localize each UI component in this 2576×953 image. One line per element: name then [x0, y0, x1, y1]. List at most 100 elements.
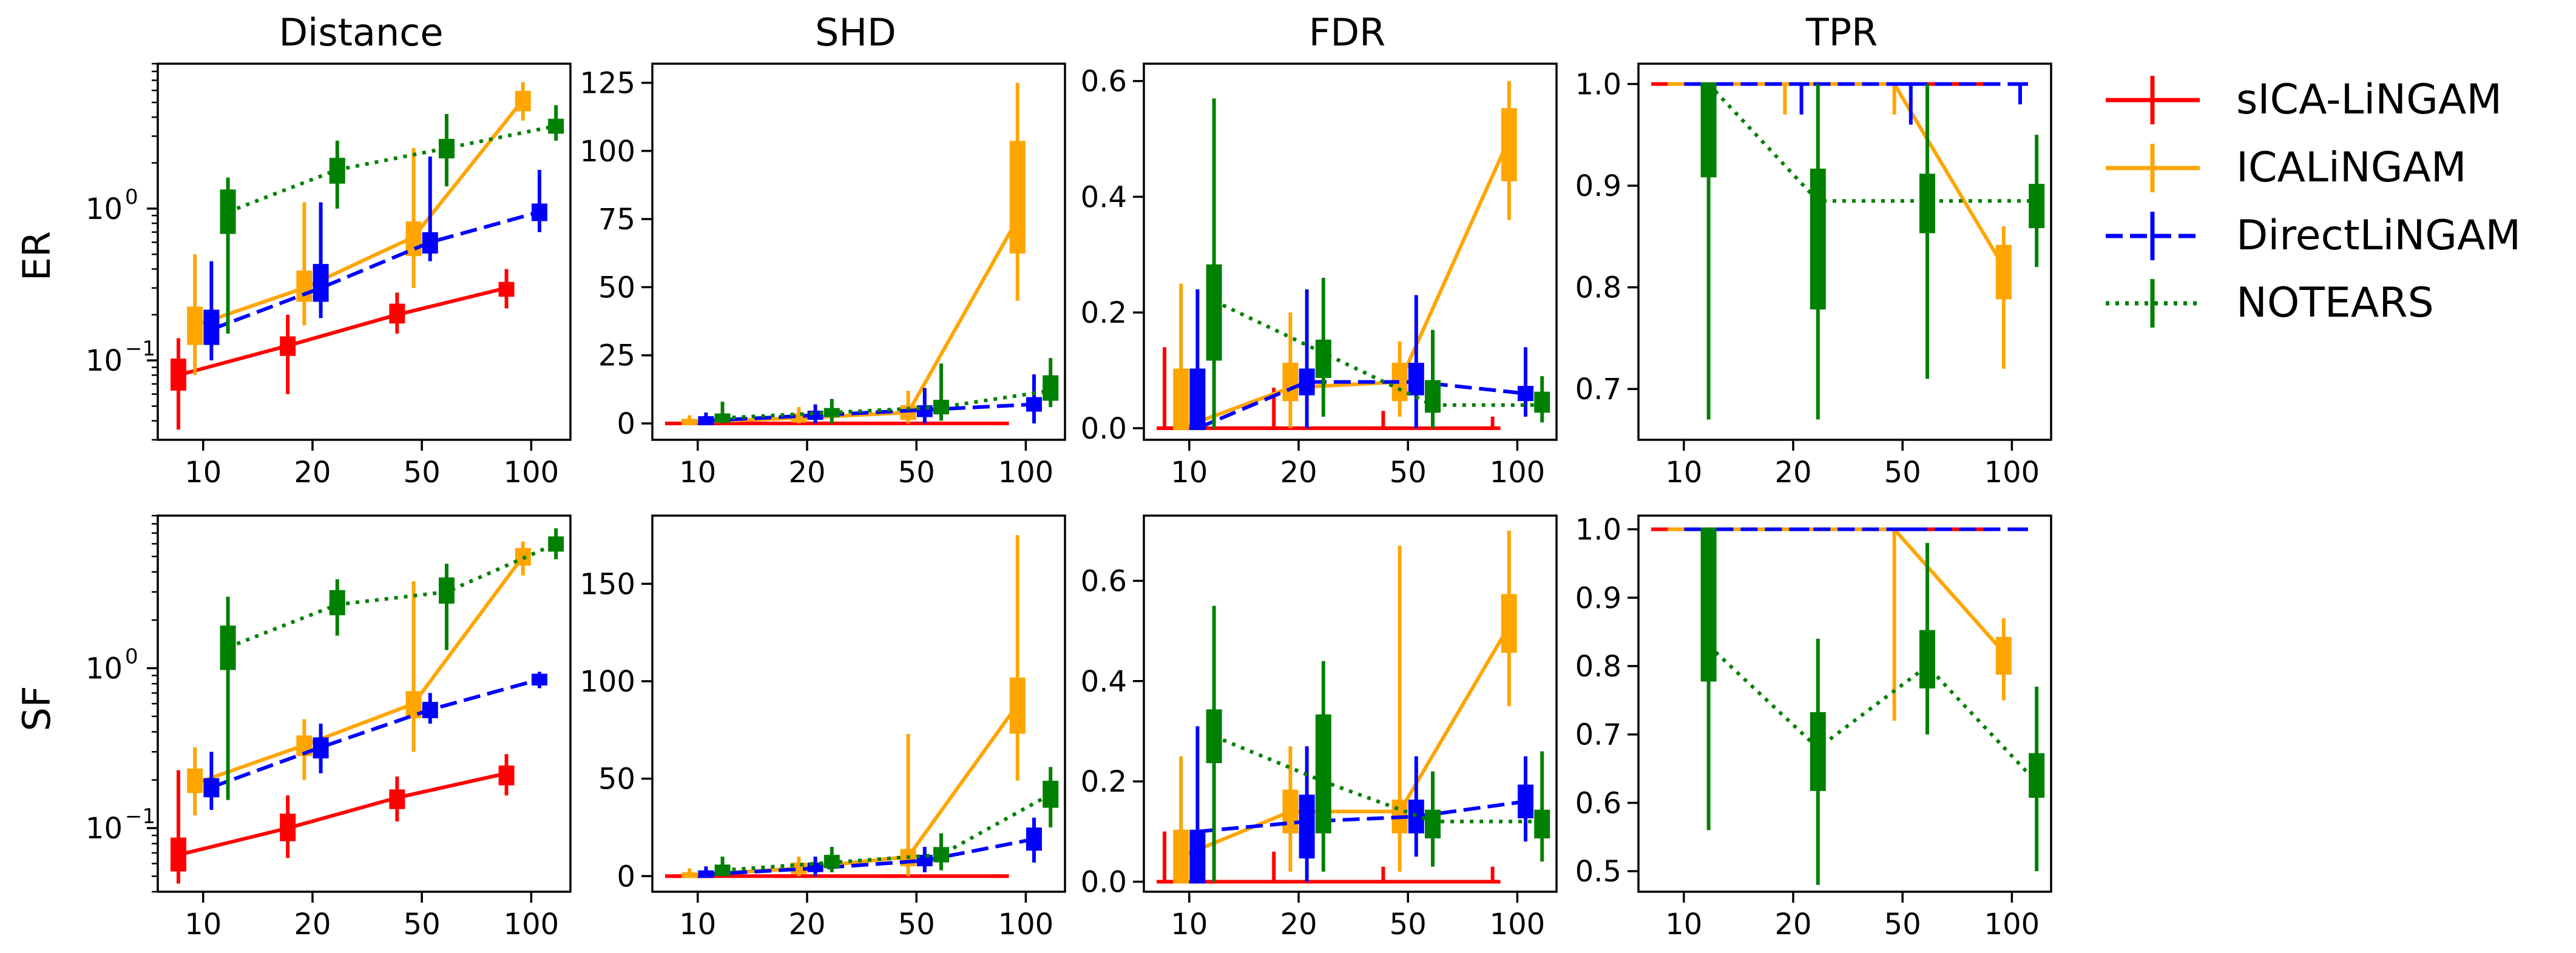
box-icalingam-20 — [1777, 527, 1793, 531]
box-icalingam-10 — [681, 419, 698, 426]
y-tick-label: 50 — [598, 763, 635, 796]
y-tick-label: 10 — [86, 344, 123, 378]
series-line-icalingam — [194, 98, 525, 328]
box-notears-100 — [548, 536, 564, 552]
series-notears — [220, 528, 564, 800]
box-icalingam-100 — [1009, 141, 1026, 254]
box-directlingam-100 — [1518, 386, 1533, 402]
box-directlingam-100 — [532, 203, 547, 221]
series-line-icalingam — [1180, 625, 1511, 858]
box-notears-10 — [714, 864, 731, 877]
x-tick-label: 20 — [1280, 456, 1317, 490]
series-sica-lingam — [1157, 831, 1501, 884]
series-line-notears — [1707, 83, 2037, 203]
box-sica-lingam-50 — [389, 789, 405, 809]
y-tick-label: 100 — [580, 665, 635, 699]
series-line-directlingam — [211, 678, 540, 789]
y-tick-exponent: 0 — [125, 185, 138, 209]
box-directlingam-10 — [203, 309, 220, 345]
y-tick-label: 150 — [580, 567, 635, 601]
legend: sICA-LiNGAM ICALiNGAM DirectLiNGAM NOTEA… — [2106, 76, 2521, 328]
box-notears-20 — [823, 408, 840, 417]
box-sica-lingam-20 — [280, 336, 296, 356]
box-sica-lingam-20 — [280, 813, 296, 841]
y-tick-label: 0.4 — [1081, 180, 1127, 214]
series-directlingam — [203, 157, 547, 361]
x-tick-label: 100 — [1490, 908, 1546, 941]
box-icalingam-20 — [1777, 82, 1793, 86]
y-tick-label: 0.6 — [1575, 786, 1621, 820]
box-notears-100 — [1043, 375, 1059, 401]
box-directlingam-100 — [1026, 827, 1042, 851]
x-tick-label: 50 — [1884, 456, 1921, 490]
box-sica-lingam-10 — [665, 874, 681, 878]
x-tick-label: 50 — [404, 908, 441, 941]
box-sica-lingam-20 — [774, 422, 791, 426]
x-tick-label: 100 — [998, 908, 1054, 941]
box-sica-lingam-50 — [389, 303, 405, 324]
series-line-notears — [227, 124, 556, 214]
box-sica-lingam-10 — [171, 359, 186, 391]
box-sica-lingam-20 — [1266, 880, 1282, 884]
box-directlingam-50 — [1902, 527, 1919, 531]
box-directlingam-10 — [1189, 368, 1206, 430]
series-sica-lingam — [171, 754, 515, 884]
series-line-directlingam — [1197, 380, 1526, 430]
series-line-notears — [1213, 734, 1543, 824]
panel-sf-shd-frame — [651, 514, 1066, 893]
panel-sf-fdr-marks — [1157, 530, 1550, 884]
box-icalingam-10 — [1668, 527, 1684, 531]
x-tick-label: 50 — [1390, 908, 1427, 941]
panel-sf-tpr-frame — [1637, 514, 2052, 893]
box-notears-100 — [548, 118, 564, 134]
series-directlingam — [1189, 726, 1533, 884]
box-notears-100 — [1043, 781, 1059, 808]
panel-sf-distance-marks — [171, 528, 564, 884]
box-notears-20 — [1315, 339, 1331, 379]
panel-sf-tpr: 0.5 0.6 0.7 0.8 0.9 1.0 10 20 50 100 — [1575, 513, 2052, 941]
box-notears-50 — [439, 577, 455, 604]
y-tick-label: 0 — [617, 860, 635, 894]
series-directlingam — [203, 672, 547, 810]
box-notears-100 — [1534, 391, 1550, 413]
x-tick-label: 20 — [294, 908, 331, 941]
panel-sf-shd: 0 50 100 150 10 20 50 100 — [580, 514, 1066, 941]
y-tick-label: 0.2 — [1081, 765, 1127, 799]
panel-er-tpr-frame — [1637, 62, 2052, 441]
box-notears-10 — [714, 413, 731, 423]
y-tick-label: 0.7 — [1575, 372, 1621, 406]
y-tick-label: 10 — [86, 652, 123, 686]
series-directlingam — [1684, 82, 2028, 125]
series-line-notears — [1213, 299, 1543, 407]
box-icalingam-20 — [296, 271, 313, 302]
x-tick-label: 10 — [1665, 908, 1702, 941]
x-tick-label: 50 — [898, 908, 935, 941]
panel-sf-shd-marks — [665, 535, 1059, 878]
series-sica-lingam — [665, 874, 1009, 878]
column-title-shd: SHD — [815, 10, 896, 55]
panel-er-shd: 0 25 50 75 100 125 10 20 50 100 — [580, 62, 1066, 490]
series-notears — [1700, 82, 2045, 420]
box-icalingam-100 — [1009, 677, 1026, 734]
box-directlingam-10 — [203, 778, 220, 798]
box-notears-10 — [1206, 264, 1222, 361]
y-tick-label: 0.6 — [1081, 564, 1127, 598]
box-directlingam-20 — [1793, 82, 1810, 86]
series-icalingam — [187, 82, 531, 375]
column-titles: Distance SHD FDR TPR — [279, 10, 1878, 55]
box-notears-20 — [1810, 168, 1826, 310]
panel-er-distance-marks — [171, 82, 564, 430]
box-sica-lingam-100 — [993, 874, 1009, 878]
box-sica-lingam-10 — [1651, 527, 1667, 531]
panel-sf-tpr-marks — [1651, 527, 2045, 885]
box-icalingam-10 — [1173, 368, 1189, 430]
box-directlingam-50 — [1408, 363, 1424, 396]
series-notears — [714, 358, 1059, 424]
x-tick-label: 100 — [504, 456, 559, 490]
box-directlingam-50 — [422, 702, 438, 718]
box-sica-lingam-50 — [884, 874, 900, 878]
y-tick-label: 0 — [617, 407, 635, 441]
panel-er-tpr: 0.7 0.8 0.9 1.0 10 20 50 100 — [1575, 62, 2052, 490]
box-directlingam-100 — [1518, 784, 1533, 818]
